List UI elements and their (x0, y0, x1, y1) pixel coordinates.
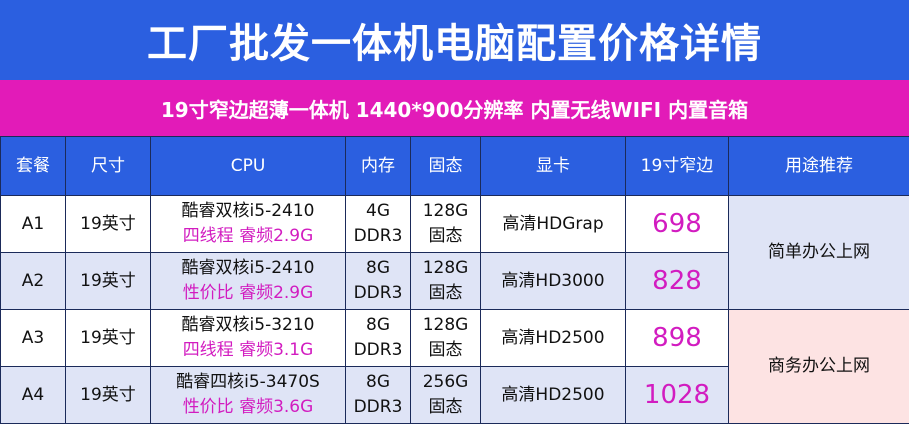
price-cell: 898 (625, 309, 729, 367)
memory-cell-line: DDR3 (353, 226, 403, 246)
ssd-cell: 256G 固态 (410, 366, 481, 424)
cpu-cell-line: 酷睿双核i5-2410 (181, 258, 315, 278)
title: 工厂批发一体机电脑配置价格详情 (0, 0, 909, 80)
column-header: 19寸窄边 (625, 136, 729, 196)
table-row: A1 19英寸 酷睿双核i5-2410 四线程 睿频2.9G 4G DDR3 128G 固态高… (0, 195, 909, 310)
memory-cell: 8G DDR3 (345, 252, 411, 310)
cpu-cell-line: 性价比 睿频3.6G (182, 397, 314, 417)
column-header: 套餐 (0, 136, 66, 196)
size-cell: 19英寸 (65, 252, 151, 310)
header-row: 套餐 尺寸 CPU 内存 固态 显卡 19寸窄边 用途推荐 (0, 136, 909, 196)
package-cell: A4 (0, 366, 66, 424)
table-row: A4 19英寸 酷睿四核i5-3470S 性价比 睿频3.6G 8G DDR3 256G 固态… (0, 366, 909, 424)
size-cell: 19英寸 (65, 366, 151, 424)
ssd-cell-line: 固态 (428, 340, 463, 360)
price-cell: 1028 (625, 366, 729, 424)
cpu-cell-line: 酷睿双核i5-3210 (181, 315, 315, 335)
memory-cell-line: 4G (366, 201, 390, 221)
subtitle: 19寸窄边超薄一体机 1440*900分辨率 内置无线WIFI 内置音箱 (0, 80, 909, 136)
column-header: 尺寸 (65, 136, 151, 196)
ssd-cell-line: 固态 (428, 397, 463, 417)
package-cell: A2 (0, 252, 66, 310)
table-row: A3 19英寸 酷睿双核i5-3210 四线程 睿频3.1G 8G DDR3 128G 固态高… (0, 309, 909, 424)
cpu-cell: 酷睿双核i5-2410 四线程 睿频2.9G (150, 195, 346, 253)
memory-cell: 8G DDR3 (345, 366, 411, 424)
memory-cell-line: 8G (366, 258, 390, 278)
column-header: CPU (150, 136, 346, 196)
memory-cell-line: DDR3 (353, 397, 403, 417)
ssd-cell-line: 固态 (428, 283, 463, 303)
memory-cell: 4G DDR3 (345, 195, 411, 253)
column-header: 用途推荐 (728, 136, 909, 196)
cpu-cell-line: 四线程 睿频3.1G (182, 340, 314, 360)
ssd-cell-line: 128G (422, 201, 469, 221)
ssd-cell-line: 128G (422, 315, 469, 335)
cpu-cell: 酷睿双核i5-3210 四线程 睿频3.1G (150, 309, 346, 367)
memory-cell-line: DDR3 (353, 283, 403, 303)
ssd-cell: 128G 固态 (410, 309, 481, 367)
column-header: 显卡 (480, 136, 626, 196)
gpu-cell: 高清HD2500 (480, 366, 626, 424)
cpu-cell: 酷睿双核i5-2410 性价比 睿频2.9G (150, 252, 346, 310)
price-cell: 828 (625, 252, 729, 310)
cpu-cell-line: 酷睿双核i5-2410 (181, 201, 315, 221)
cpu-cell: 酷睿四核i5-3470S 性价比 睿频3.6G (150, 366, 346, 424)
package-cell: A1 (0, 195, 66, 253)
ssd-cell-line: 256G (422, 372, 469, 392)
memory-cell-line: DDR3 (353, 340, 403, 360)
column-header: 内存 (345, 136, 411, 196)
usage-cell: 简单办公上网 (728, 195, 909, 310)
size-cell: 19英寸 (65, 195, 151, 253)
gpu-cell: 高清HD3000 (480, 252, 626, 310)
usage-cell: 商务办公上网 (728, 309, 909, 424)
column-header: 固态 (410, 136, 481, 196)
package-cell: A3 (0, 309, 66, 367)
ssd-cell-line: 固态 (428, 226, 463, 246)
cpu-cell-line: 性价比 睿频2.9G (182, 283, 314, 303)
table-row: A2 19英寸 酷睿双核i5-2410 性价比 睿频2.9G 8G DDR3 128G 固态高… (0, 252, 909, 310)
price-table: 套餐 尺寸 CPU 内存 固态 显卡 19寸窄边 用途推荐 A1 19英寸 酷睿双核i5-2410… (0, 136, 909, 424)
gpu-cell: 高清HDGrap (480, 195, 626, 253)
cpu-cell-line: 酷睿四核i5-3470S (176, 372, 320, 392)
gpu-cell: 高清HD2500 (480, 309, 626, 367)
memory-cell: 8G DDR3 (345, 309, 411, 367)
ssd-cell: 128G 固态 (410, 195, 481, 253)
memory-cell-line: 8G (366, 315, 390, 335)
ssd-cell: 128G 固态 (410, 252, 481, 310)
memory-cell-line: 8G (366, 372, 390, 392)
price-cell: 698 (625, 195, 729, 253)
ssd-cell-line: 128G (422, 258, 469, 278)
size-cell: 19英寸 (65, 309, 151, 367)
cpu-cell-line: 四线程 睿频2.9G (182, 226, 314, 246)
